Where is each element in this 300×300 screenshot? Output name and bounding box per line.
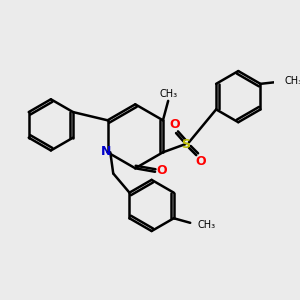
Text: O: O: [156, 164, 167, 177]
Text: N: N: [100, 145, 111, 158]
Text: O: O: [196, 155, 206, 168]
Text: O: O: [169, 118, 180, 131]
Text: CH₃: CH₃: [284, 76, 300, 86]
Text: S: S: [181, 138, 190, 151]
Text: CH₃: CH₃: [197, 220, 216, 230]
Text: CH₃: CH₃: [159, 88, 177, 99]
